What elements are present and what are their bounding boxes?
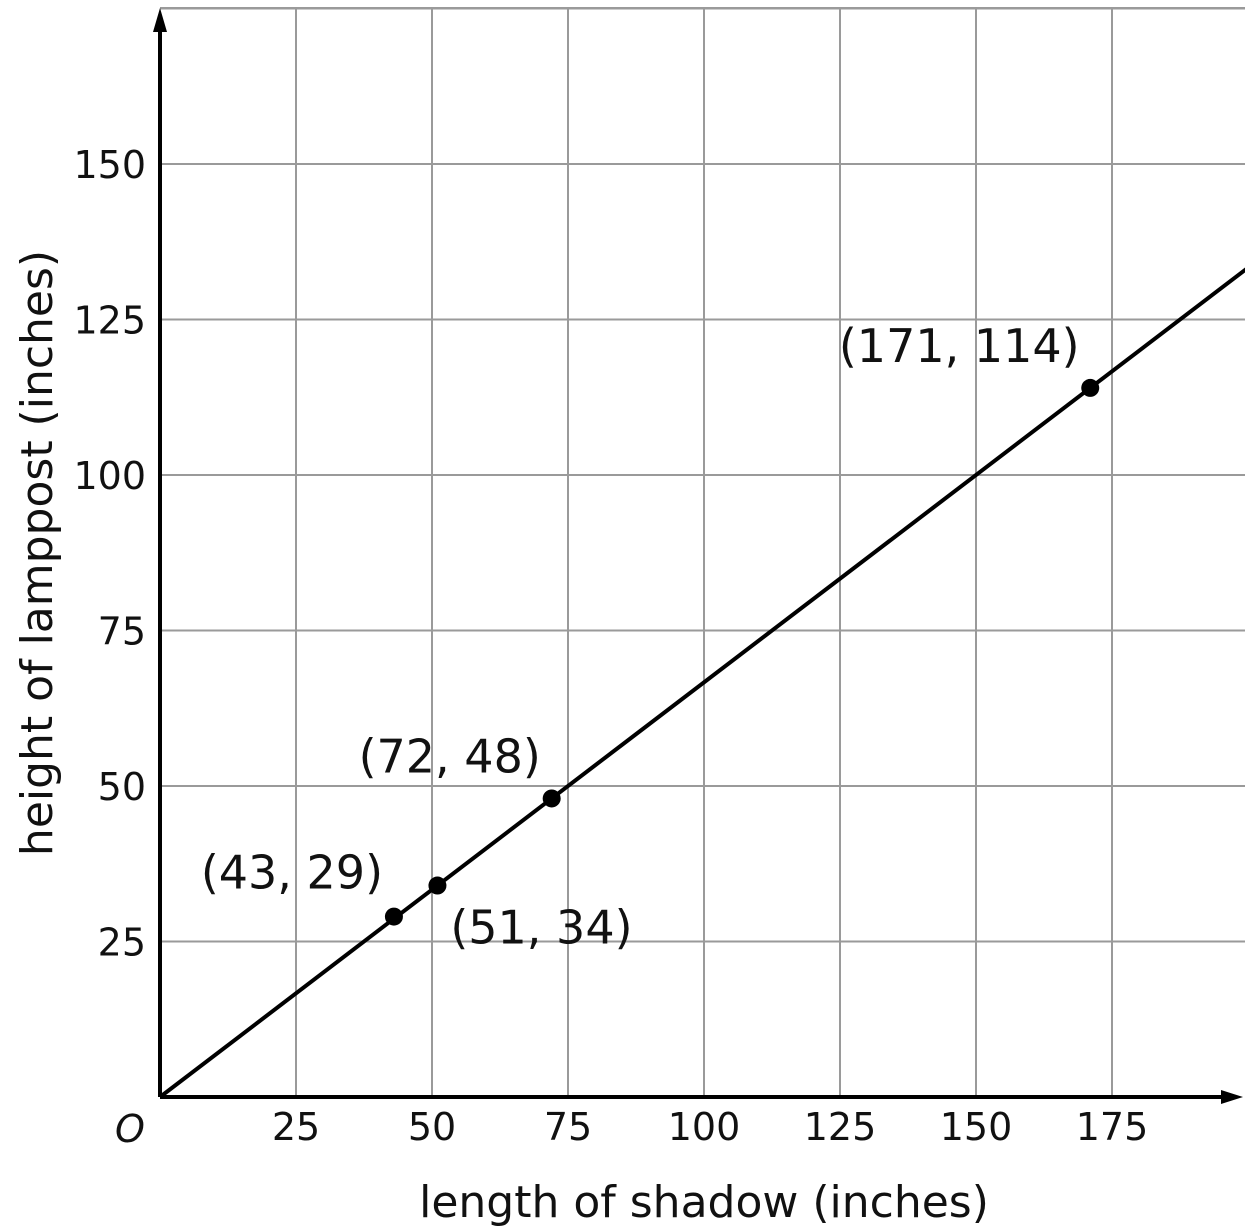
x-tick-label: 75: [544, 1105, 592, 1149]
point-label: (43, 29): [201, 846, 383, 900]
points-layer: [384, 378, 1100, 926]
y-tick-label: 25: [98, 921, 146, 965]
data-point: [1081, 378, 1100, 397]
axes: [153, 8, 1243, 1104]
y-tick-label: 150: [73, 143, 146, 187]
y-axis-arrow: [153, 8, 167, 32]
y-axis-title: height of lamppost (inches): [12, 250, 63, 856]
grid: [160, 7, 1245, 1097]
x-tick-label: 50: [408, 1105, 456, 1149]
y-tick-label: 50: [98, 765, 146, 809]
data-point: [428, 876, 447, 895]
labels-layer: 25 50 75 100 125 150 175 25 50 75 100 125 150 Olength…: [12, 143, 1148, 1228]
series-layer: [158, 267, 1245, 1099]
x-tick-label: 125: [804, 1105, 877, 1149]
x-tick-label: 100: [668, 1105, 741, 1149]
x-tick-label: 175: [1076, 1105, 1149, 1149]
data-point: [542, 789, 561, 808]
y-tick-label: 75: [98, 610, 146, 654]
y-tick-label: 125: [73, 299, 146, 343]
point-label: (171, 114): [839, 319, 1080, 373]
data-point: [384, 907, 403, 926]
point-label: (72, 48): [359, 729, 541, 783]
series-line: [158, 267, 1245, 1099]
x-tick-label: 150: [940, 1105, 1013, 1149]
x-tick-label: 25: [272, 1105, 320, 1149]
x-axis-arrow: [1221, 1090, 1243, 1104]
point-label: (51, 34): [450, 901, 632, 955]
origin-label: O: [115, 1107, 145, 1151]
x-axis-title: length of shadow (inches): [419, 1177, 989, 1228]
y-tick-label: 100: [73, 454, 146, 498]
